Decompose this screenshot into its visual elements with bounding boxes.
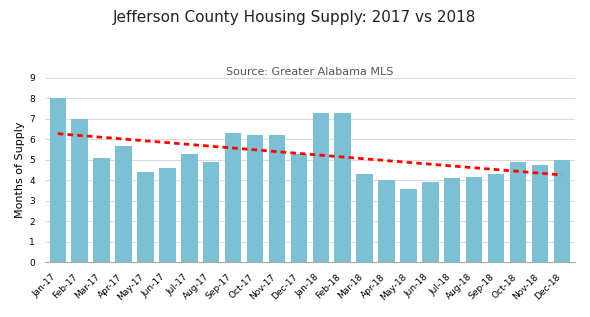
Bar xyxy=(488,174,504,262)
Bar xyxy=(50,99,66,262)
Bar xyxy=(378,180,395,262)
Bar xyxy=(115,146,132,262)
Bar xyxy=(335,113,351,262)
Y-axis label: Months of Supply: Months of Supply xyxy=(15,122,25,218)
Bar xyxy=(181,154,198,262)
Bar xyxy=(356,174,373,262)
Bar xyxy=(510,162,526,262)
Text: Jefferson County Housing Supply: 2017 vs 2018: Jefferson County Housing Supply: 2017 vs… xyxy=(113,10,477,24)
Bar xyxy=(291,154,307,262)
Bar xyxy=(422,183,438,262)
Bar xyxy=(268,135,285,262)
Bar xyxy=(137,172,153,262)
Bar xyxy=(225,133,241,262)
Bar xyxy=(313,113,329,262)
Bar xyxy=(203,162,219,262)
Bar xyxy=(93,158,110,262)
Bar xyxy=(532,165,548,262)
Bar xyxy=(71,119,88,262)
Bar xyxy=(466,177,483,262)
Title: Source: Greater Alabama MLS: Source: Greater Alabama MLS xyxy=(226,67,394,77)
Bar xyxy=(400,189,417,262)
Bar xyxy=(159,168,176,262)
Bar xyxy=(247,135,263,262)
Bar xyxy=(444,178,460,262)
Bar xyxy=(553,160,570,262)
